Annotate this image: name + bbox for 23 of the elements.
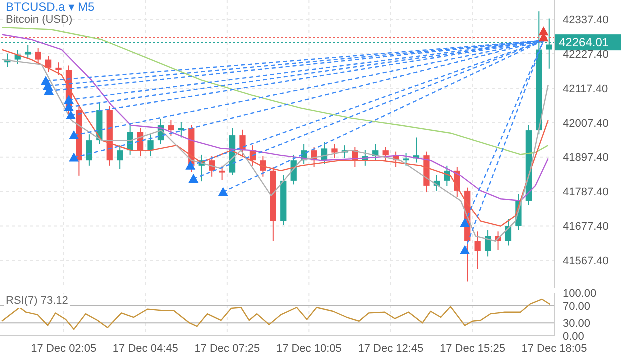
y-tick-label: 41787.40	[563, 186, 609, 199]
y-tick-label: 42007.40	[563, 118, 609, 130]
text: Bitcoin (USD)	[5, 14, 74, 26]
chart-title: BTCUSD.a ▾ M5	[4, 0, 97, 14]
x-tick-label: 17 Dec 04:45	[112, 342, 178, 352]
x-tick-label: 17 Dec 02:05	[31, 342, 97, 352]
y-tick-label: 41897.40	[563, 152, 609, 164]
x-tick-label: 17 Dec 15:25	[440, 342, 506, 352]
y-tick-label: 42227.40	[563, 48, 609, 61]
y-tick-label: 100.00	[563, 288, 597, 300]
x-tick-label: 17 Dec 10:05	[276, 342, 342, 352]
y-tick-label: 70.00	[563, 300, 591, 313]
x-tick-label: 17 Dec 07:25	[194, 342, 260, 352]
y-tick-label: 30.00	[563, 318, 591, 330]
y-tick-label: 41677.40	[563, 221, 609, 234]
x-tick-label: 17 Dec 12:45	[358, 342, 424, 352]
y-tick-label: 41567.40	[563, 256, 609, 268]
chart-title: RSI(7) 73.12	[4, 294, 70, 308]
y-tick-label: 0.00	[563, 330, 584, 343]
x-tick-label: 17 Dec 18:05	[522, 342, 588, 352]
y-tick-label: 42337.40	[563, 14, 609, 26]
y-tick-label: 42117.40	[563, 83, 608, 96]
ref-line-label: 42264.01	[559, 36, 610, 50]
